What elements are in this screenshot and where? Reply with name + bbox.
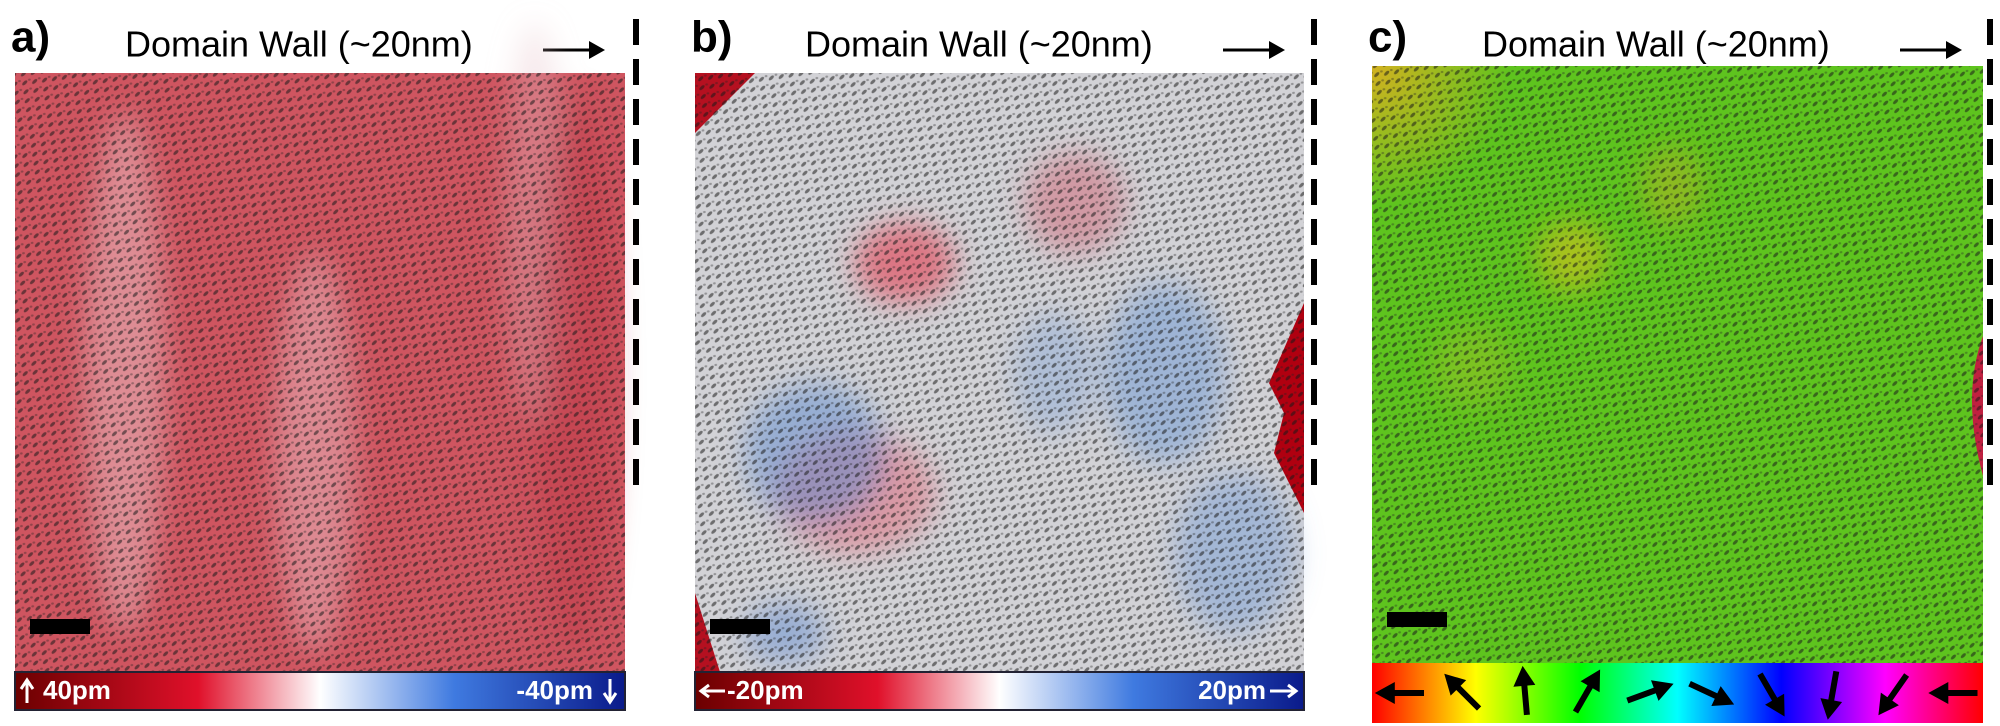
scale-bar xyxy=(30,619,90,634)
colorbar-right-label: 20pm xyxy=(1198,675,1266,705)
arrow-head xyxy=(1444,673,1467,696)
stem-image xyxy=(695,73,1304,672)
arrow-head xyxy=(1765,693,1785,717)
arrow-head xyxy=(1513,665,1536,687)
direction-arrow xyxy=(1572,669,1601,714)
scale-bar xyxy=(1387,612,1447,627)
panel: a) Domain Wall (~20nm) 40pm -40pm xyxy=(11,13,639,711)
arrow-head xyxy=(1928,682,1949,704)
arrow-head xyxy=(1651,680,1674,701)
direction-arrow xyxy=(1688,680,1735,707)
panel-title: Domain Wall (~20nm) xyxy=(805,24,1153,65)
direction-arrow xyxy=(1878,673,1910,716)
down-arrow xyxy=(602,679,618,705)
colorbar: -20pm 20pm xyxy=(694,671,1305,711)
arrow-head xyxy=(1820,698,1843,720)
atomic-lattice xyxy=(1372,66,1983,663)
colorbar-left-label: -20pm xyxy=(727,675,804,705)
arrow-head xyxy=(1946,41,1962,59)
direction-arrow xyxy=(1374,682,1424,704)
colorbar-gradient xyxy=(694,671,1305,711)
colorbar-right-label: -40pm xyxy=(516,675,593,705)
colorbar xyxy=(1372,663,1983,723)
right-arrow xyxy=(1270,683,1299,699)
colorbar-left-label: 40pm xyxy=(43,675,111,705)
direction-arrow xyxy=(1626,680,1674,704)
arrow-head xyxy=(1269,41,1285,59)
panel: b) Domain Wall (~20nm) -20pm 20pm xyxy=(691,13,1317,711)
arrow-head xyxy=(1374,682,1395,704)
arrow-head xyxy=(1878,692,1899,716)
direction-arrow xyxy=(1928,682,1978,704)
up-arrow xyxy=(19,677,35,703)
panel-title: Domain Wall (~20nm) xyxy=(1482,24,1830,65)
stem-image xyxy=(15,23,625,672)
panel-title: Domain Wall (~20nm) xyxy=(125,24,473,65)
panel-label: c) xyxy=(1368,13,1407,62)
direction-arrow xyxy=(1757,672,1785,717)
scale-bar xyxy=(710,619,770,634)
arrow-head xyxy=(1580,669,1601,693)
direction-arrow xyxy=(1513,665,1536,716)
panel-label: b) xyxy=(691,13,733,62)
colorbar-gradient xyxy=(14,671,626,711)
atomic-lattice xyxy=(15,73,625,672)
atomic-lattice xyxy=(695,73,1304,672)
direction-arrow xyxy=(1820,670,1843,720)
colorbar: 40pm -40pm xyxy=(14,671,626,711)
stem-image xyxy=(1372,66,1983,663)
panel-label: a) xyxy=(11,13,50,62)
arrow-head xyxy=(1711,686,1735,707)
arrow-head xyxy=(589,41,605,59)
direction-arrow xyxy=(1444,673,1482,711)
panel: c) Domain Wall (~20nm) xyxy=(1368,13,1993,723)
left-arrow xyxy=(698,683,725,699)
